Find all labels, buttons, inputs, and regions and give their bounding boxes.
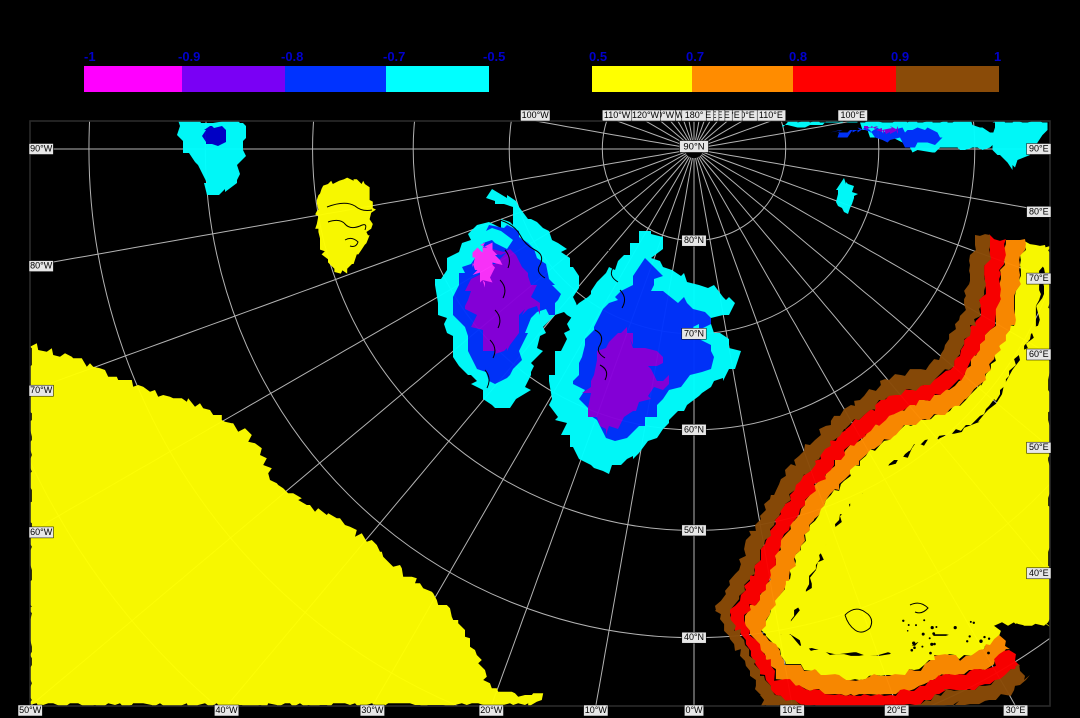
svg-text:20°W: 20°W (480, 705, 503, 715)
svg-text:50°W: 50°W (19, 705, 42, 715)
svg-text:70°E: 70°E (1029, 273, 1049, 283)
svg-text:180°: 180° (685, 110, 704, 120)
svg-text:100°E: 100°E (840, 110, 865, 120)
svg-text:110°W: 110°W (604, 110, 631, 120)
svg-text:90°N: 90°N (683, 142, 704, 153)
svg-text:10°E: 10°E (782, 705, 802, 715)
svg-text:-0.8: -0.8 (281, 49, 303, 64)
svg-text:70°N: 70°N (684, 328, 704, 338)
svg-text:0°W: 0°W (685, 705, 703, 715)
svg-text:40°W: 40°W (216, 705, 239, 715)
svg-text:60°N: 60°N (684, 424, 704, 434)
svg-text:50°E: 50°E (1029, 442, 1049, 452)
svg-text:-1: -1 (84, 49, 96, 64)
svg-text:-0.7: -0.7 (383, 49, 405, 64)
svg-text:-0.5: -0.5 (483, 49, 505, 64)
svg-text:20°E: 20°E (887, 705, 907, 715)
svg-text:60°E: 60°E (1029, 349, 1049, 359)
svg-text:80°E: 80°E (1029, 206, 1049, 216)
svg-text:40°N: 40°N (684, 632, 704, 642)
svg-text:0.7: 0.7 (686, 49, 704, 64)
svg-text:10°W: 10°W (585, 705, 608, 715)
svg-text:70°W: 70°W (30, 385, 53, 395)
svg-text:30°E: 30°E (1006, 705, 1026, 715)
svg-text:90°W: 90°W (30, 144, 53, 154)
svg-text:40°E: 40°E (1029, 568, 1049, 578)
svg-text:80°W: 80°W (30, 261, 53, 271)
svg-text:0.8: 0.8 (789, 49, 807, 64)
svg-text:1: 1 (994, 49, 1001, 64)
svg-text:30°W: 30°W (361, 705, 384, 715)
svg-text:100°W: 100°W (522, 110, 550, 120)
svg-text:120°W: 120°W (632, 110, 660, 120)
svg-text:0.5: 0.5 (589, 49, 607, 64)
svg-text:-0.9: -0.9 (178, 49, 200, 64)
svg-text:0.9: 0.9 (891, 49, 909, 64)
svg-text:110°E: 110°E (759, 110, 783, 120)
svg-text:80°N: 80°N (684, 235, 704, 245)
svg-text:60°W: 60°W (30, 527, 53, 537)
svg-text:90°E: 90°E (1029, 144, 1049, 154)
svg-text:50°N: 50°N (684, 525, 704, 535)
